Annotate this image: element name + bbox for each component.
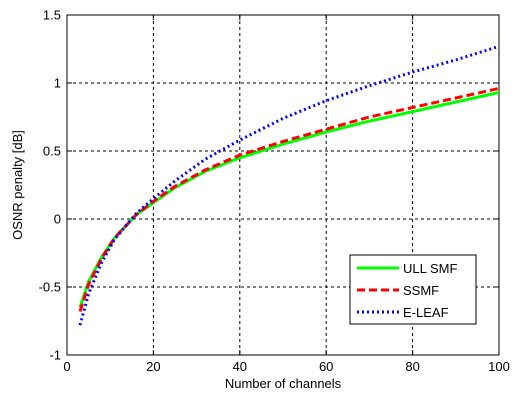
x-tick-label: 20 (146, 359, 160, 374)
y-tick-label: 0.5 (43, 144, 61, 159)
x-tick-label: 0 (63, 359, 70, 374)
x-tick-label: 60 (319, 359, 333, 374)
series-group (78, 44, 500, 326)
x-tick-label: 40 (233, 359, 247, 374)
legend: ULL SMF SSMF E-LEAF (349, 254, 477, 325)
x-tick-label: 100 (488, 359, 510, 374)
series-line-ssmf (78, 86, 500, 312)
y-tick-label: 0 (54, 212, 61, 227)
legend-label-ull-smf: ULL SMF (403, 261, 457, 276)
y-tick-label: -1 (49, 348, 61, 363)
y-axis-label: OSNR penalty [dB] (10, 130, 25, 240)
legend-label-ssmf: SSMF (403, 283, 439, 298)
plot-frame (66, 14, 500, 356)
x-axis-label: Number of channels (225, 376, 342, 391)
ticks: 0 20 40 60 80 100 -1 -0.5 0 0.5 1 1.5 (39, 8, 510, 375)
series-line-e-leaf (78, 44, 500, 326)
y-tick-label: -0.5 (39, 280, 61, 295)
x-tick-label: 80 (405, 359, 419, 374)
y-tick-label: 1 (54, 76, 61, 91)
y-tick-label: 1.5 (43, 8, 61, 23)
legend-label-e-leaf: E-LEAF (403, 305, 449, 320)
